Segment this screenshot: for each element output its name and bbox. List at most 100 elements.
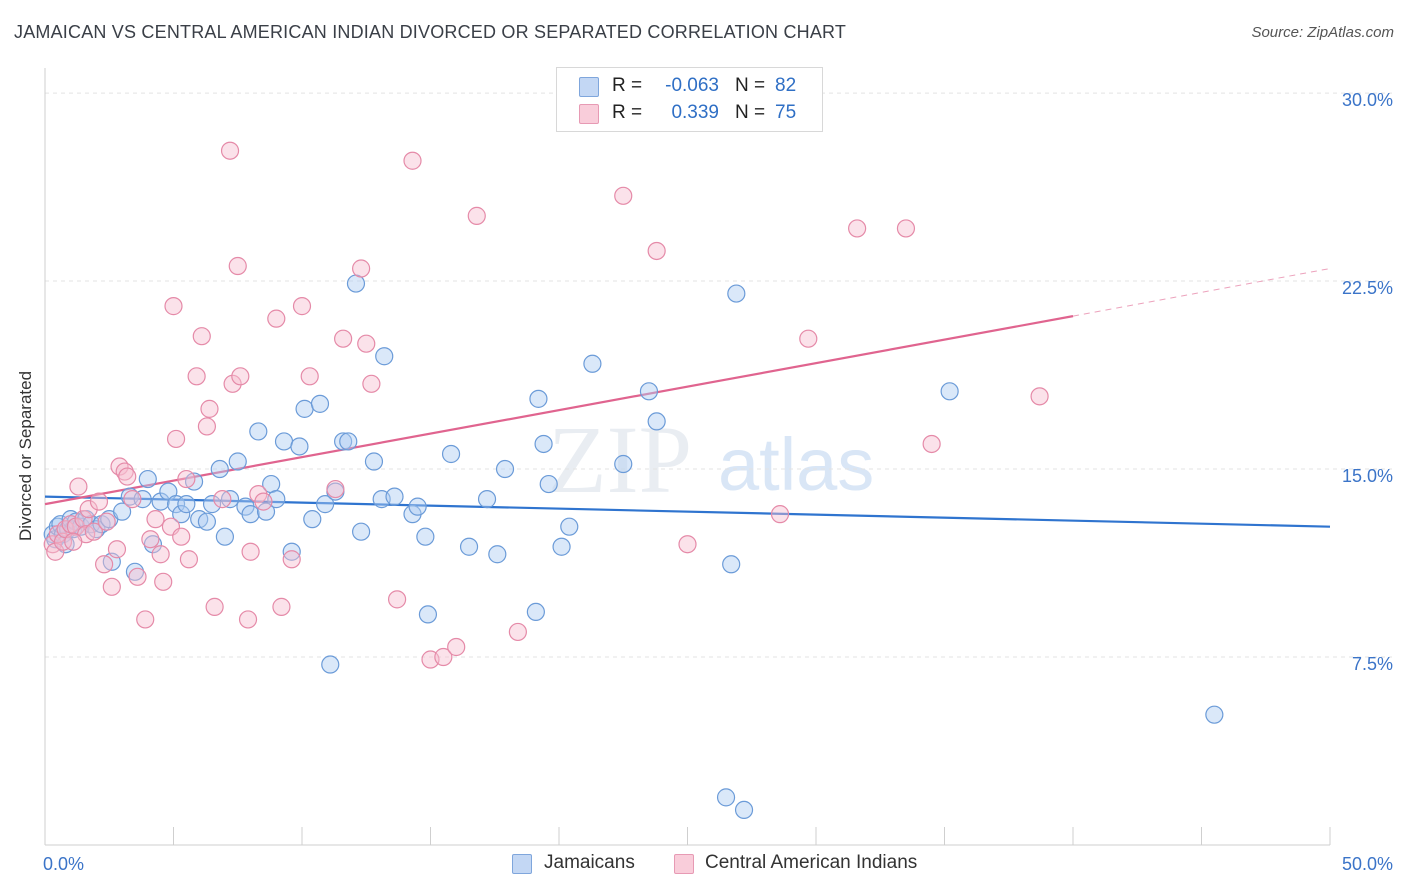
jamaicans-point: [274, 432, 294, 451]
jamaicans-point: [459, 537, 479, 556]
central-american-indians-point: [146, 510, 165, 529]
jamaicans-point: [241, 505, 260, 524]
central-american-indians-point: [241, 542, 260, 561]
jamaicans-point: [552, 537, 571, 556]
jamaicans-point: [220, 490, 240, 509]
central-american-indians-point: [123, 490, 142, 509]
central-american-indians-point: [136, 610, 155, 629]
jamaicans-point: [310, 394, 330, 413]
jamaicans-point: [346, 274, 366, 293]
r-label: R =: [612, 102, 643, 123]
x-tick-label: 50.0%: [1342, 854, 1393, 874]
central-american-indians-point: [200, 399, 219, 418]
jamaicans-point: [734, 800, 754, 820]
n-value: 75: [775, 102, 797, 123]
central-american-indians-point: [74, 510, 93, 529]
central-american-indians-point: [192, 327, 211, 346]
r-value: -0.063: [665, 75, 719, 96]
central-american-indians-point: [282, 550, 301, 569]
central-american-indians-point: [223, 374, 242, 393]
jamaicans-point: [539, 474, 558, 494]
central-american-indians-point: [447, 637, 466, 657]
jamaicans-point: [408, 497, 427, 516]
y-tick-label: 15.0%: [1342, 466, 1393, 486]
central-american-indians-point: [467, 206, 486, 225]
central-american-indians-point: [115, 462, 134, 481]
jamaicans-point: [166, 495, 186, 514]
central-american-indians-point: [89, 492, 109, 511]
r-value: 0.339: [671, 102, 719, 123]
jamaicans-point: [364, 452, 384, 471]
y-tick-label: 7.5%: [1352, 654, 1393, 674]
central-american-indians-point: [179, 550, 199, 569]
central-american-indians-point: [678, 535, 697, 554]
central-american-indians-point: [213, 490, 232, 509]
jamaicans-point: [282, 542, 301, 561]
central-american-indians-point: [228, 256, 247, 276]
central-american-indians-point: [128, 567, 147, 586]
central-american-indians-point: [387, 590, 407, 609]
jamaicans-trend-line: [44, 495, 1331, 528]
central-american-indians-point: [141, 530, 160, 549]
central-american-indians-point: [647, 241, 666, 261]
jamaicans-point: [177, 495, 196, 514]
jamaicans-point: [614, 454, 633, 474]
r-label: R =: [612, 75, 643, 96]
stats-legend-row-jamaicans: R = -0.063 N = 82: [557, 74, 822, 100]
stats-legend: R = -0.063 N = 82 R = 0.339 N = 75: [556, 67, 823, 132]
central-american-indians-point: [166, 429, 186, 449]
jamaicans-point: [334, 432, 353, 451]
central-american-indians-trend-line: [44, 315, 1074, 506]
x-tick-label: 0.0%: [43, 854, 84, 874]
jamaicans-point: [339, 432, 358, 451]
legend-label: Central American Indians: [705, 852, 918, 873]
jamaicans-point: [416, 527, 435, 546]
jamaicans-point: [477, 490, 497, 509]
jamaicans-point: [716, 788, 736, 807]
central-american-indians-point: [403, 151, 422, 170]
central-american-indians-point: [334, 329, 353, 348]
central-american-indians-point: [177, 469, 196, 489]
stats-legend-row-central-american-indians: R = 0.339 N = 75: [557, 101, 822, 127]
jamaicans-legend-swatch: [512, 854, 532, 874]
central-american-indians-point: [254, 492, 273, 511]
central-american-indians-point: [1030, 387, 1049, 406]
jamaicans-swatch: [579, 77, 599, 97]
central-american-indians-point: [118, 467, 137, 486]
jamaicans-point: [197, 512, 217, 531]
jamaicans-point: [647, 412, 666, 431]
central-american-indians-point: [107, 540, 127, 559]
central-american-indians-point: [272, 597, 291, 616]
central-american-indians-point: [154, 572, 173, 591]
central-american-indians-point: [102, 577, 121, 596]
central-american-indians-point: [614, 186, 633, 205]
jamaicans-point: [639, 382, 659, 401]
jamaicans-point: [228, 452, 247, 471]
jamaicans-point: [495, 459, 515, 479]
central-american-indians-point: [110, 457, 129, 476]
central-american-indians-point: [164, 297, 183, 316]
series-legend: Jamaicans Central American Indians: [0, 851, 1406, 879]
jamaicans-point: [138, 469, 157, 489]
jamaicans-point: [125, 562, 145, 581]
jamaicans-point: [202, 495, 222, 514]
central-american-indians-point: [922, 434, 941, 454]
jamaicans-point: [321, 655, 340, 674]
central-american-indians-point: [362, 374, 381, 393]
jamaicans-point: [295, 399, 314, 418]
central-american-indians-point: [46, 542, 65, 561]
central-american-indians-point: [66, 517, 85, 536]
central-american-indians-point: [69, 477, 88, 496]
jamaicans-point: [290, 437, 309, 456]
n-label: N =: [735, 102, 766, 123]
central-american-indians-point: [896, 219, 916, 238]
central-american-indians-point: [267, 309, 286, 328]
jamaicans-point: [722, 555, 741, 574]
jamaicans-point: [418, 605, 438, 624]
jamaicans-point: [87, 520, 106, 539]
n-label: N =: [735, 75, 766, 96]
central-american-indians-trend-extension: [1072, 268, 1331, 317]
jamaicans-point: [583, 354, 602, 373]
watermark-zip: ZIP: [548, 406, 692, 513]
